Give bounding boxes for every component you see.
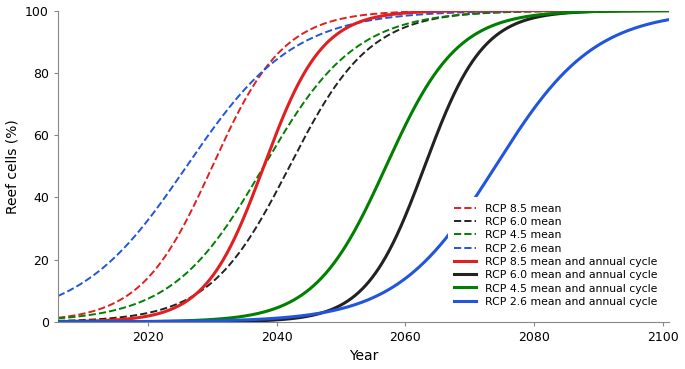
X-axis label: Year: Year (349, 349, 378, 363)
Legend: RCP 8.5 mean, RCP 6.0 mean, RCP 4.5 mean, RCP 2.6 mean, RCP 8.5 mean and annual : RCP 8.5 mean, RCP 6.0 mean, RCP 4.5 mean… (448, 197, 664, 313)
Y-axis label: Reef cells (%): Reef cells (%) (5, 119, 20, 214)
